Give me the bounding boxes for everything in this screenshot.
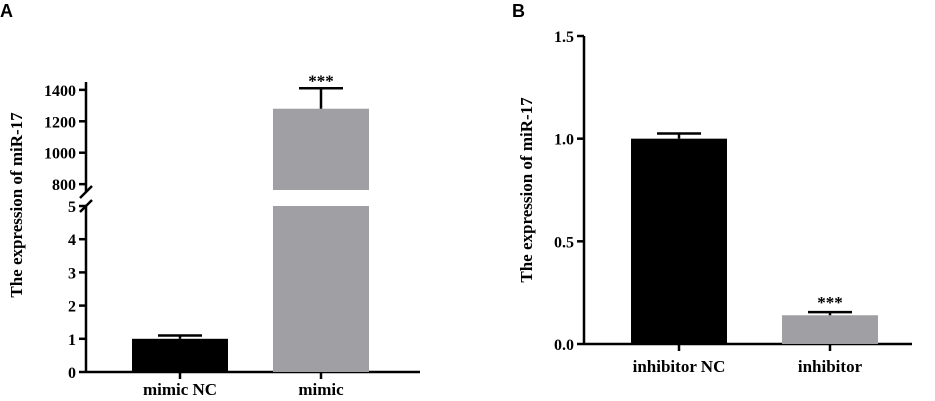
panel-a-bar-lower — [273, 206, 369, 372]
panel-a-y-tick-label: 3 — [68, 265, 76, 282]
panel-a-bar — [132, 338, 228, 372]
panel-a-bars — [132, 87, 369, 372]
panel-a-y-tick-label: 4 — [68, 232, 76, 249]
panel-b-category-label: inhibitor — [798, 357, 863, 376]
panel-a-axis-break-mark-upper — [79, 185, 93, 199]
panel-a-bar-upper — [273, 108, 369, 190]
panel-a-category-label: mimic NC — [143, 380, 217, 399]
panel-b-letter: B — [512, 1, 525, 21]
panel-b-bars — [631, 132, 878, 344]
panel-b-category-label: inhibitor NC — [633, 357, 726, 376]
panel-a-significance-label: *** — [308, 71, 334, 90]
panel-b-y-tick-label: 1.0 — [554, 132, 574, 149]
panel-b-bar — [782, 315, 878, 344]
panel-b-labels: 0.0 0.5 1.0 1.5 inhibitor NC inhibitor *** — [554, 29, 863, 376]
panel-a-y-axis-label: The expression of miR-17 — [7, 112, 26, 298]
panel-a-y-tick-label: 1400 — [44, 83, 76, 100]
panel-a-letter: A — [0, 1, 13, 21]
panel-a-category-label: mimic — [298, 380, 344, 399]
panel-b-y-tick-label: 0.5 — [554, 234, 574, 251]
panel-b-axes — [577, 34, 912, 351]
panel-a-y-tick-label: 2 — [68, 299, 76, 316]
panel-a-y-tick-label: 1000 — [44, 146, 76, 163]
panel-a-y-tick-label: 800 — [52, 177, 76, 194]
panel-a-y-tick-label: 5 — [68, 199, 76, 216]
panel-b-significance-label: *** — [817, 293, 843, 312]
panel-a-y-tick-label: 0 — [68, 365, 76, 382]
panel-a-chart: A The expression of miR-17 0 1 2 3 4 5 800 1000… — [0, 1, 420, 399]
panel-b-chart: B The expression of miR-17 0.0 0.5 1.0 1.5 i… — [512, 1, 912, 376]
panel-b-y-tick-label: 0.0 — [554, 337, 574, 354]
panel-b-y-tick-label: 1.5 — [554, 29, 574, 46]
panel-a-y-tick-label: 1200 — [44, 114, 76, 131]
panel-b-y-axis-label: The expression of miR-17 — [517, 97, 536, 283]
panel-b-bar — [631, 138, 727, 344]
panel-a-y-tick-label: 1 — [68, 332, 76, 349]
panel-a-labels: 0 1 2 3 4 5 800 1000 1200 1400 mimic NC mimic *** — [44, 71, 344, 399]
